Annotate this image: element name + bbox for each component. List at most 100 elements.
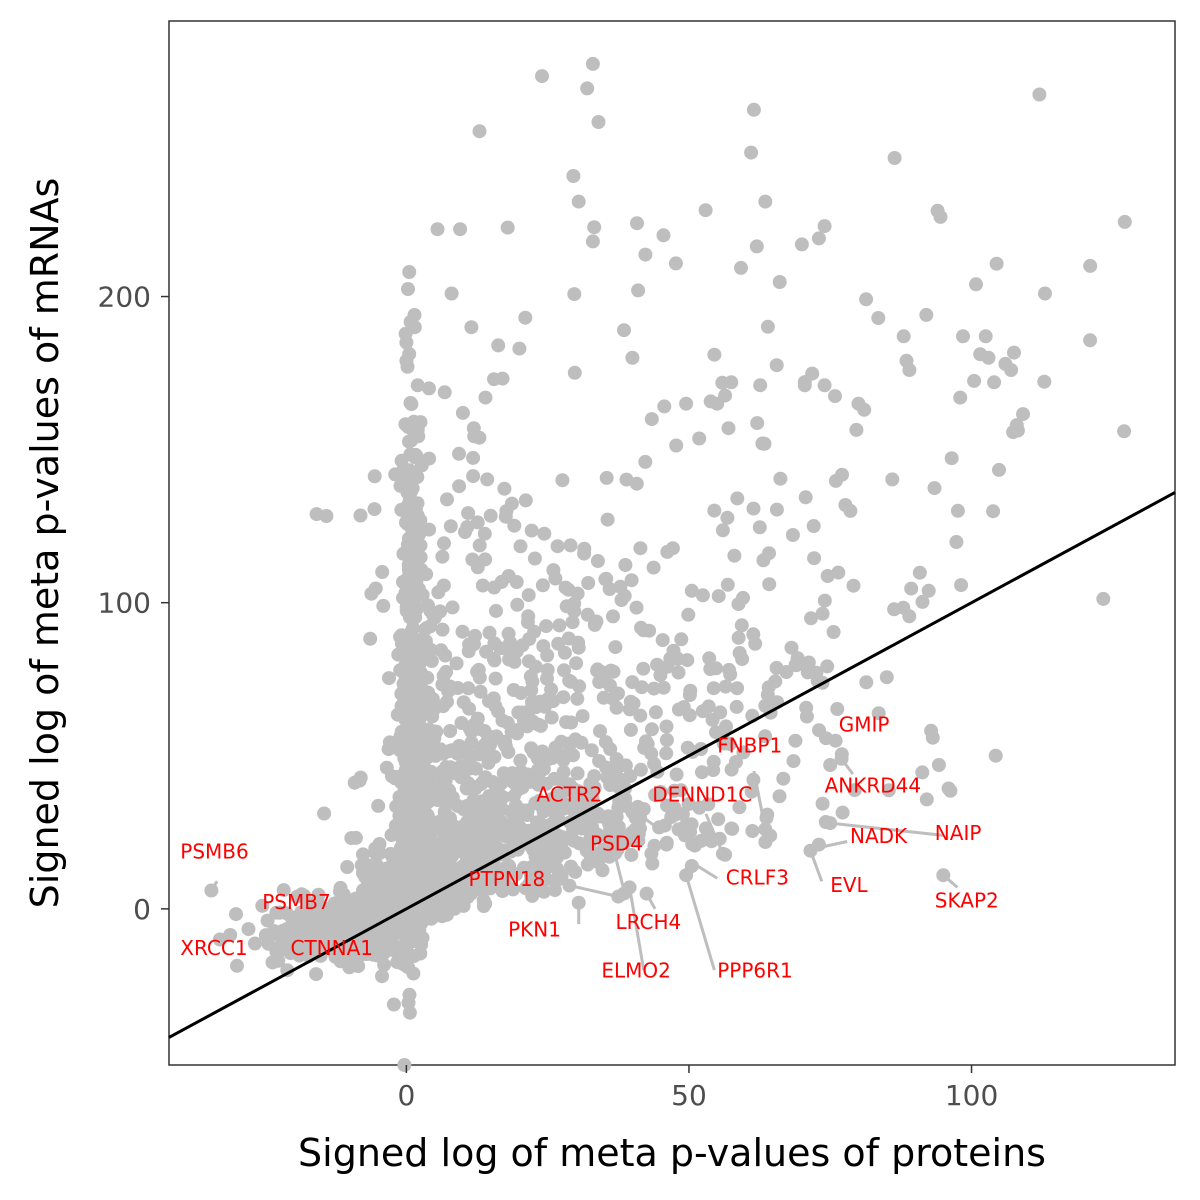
data-point [701, 797, 716, 812]
data-point [406, 949, 421, 964]
data-point [721, 421, 736, 436]
data-point [820, 659, 835, 674]
data-point [455, 624, 470, 639]
data-point [1038, 286, 1052, 301]
data-point [567, 596, 582, 611]
data-point [758, 835, 773, 849]
data-point [682, 708, 697, 723]
data-point [745, 824, 760, 838]
data-point [317, 806, 332, 821]
data-point [270, 926, 285, 941]
data-point [494, 574, 509, 589]
data-point [346, 950, 361, 964]
data-point [461, 681, 476, 696]
data-point [487, 653, 502, 668]
data-point [618, 558, 633, 572]
data-point [623, 722, 638, 737]
data-point [524, 523, 539, 538]
data-point [575, 709, 590, 724]
data-point [871, 311, 886, 325]
connector-line [628, 887, 646, 971]
data-point [769, 358, 784, 373]
data-point [788, 733, 803, 748]
data-point [407, 669, 422, 684]
data-point [494, 776, 509, 791]
data-point [521, 609, 536, 624]
label-connectors [210, 757, 959, 971]
data-point [439, 664, 454, 679]
data-point [949, 535, 964, 549]
connector-line [564, 882, 619, 899]
data-point [544, 710, 559, 725]
data-point [603, 820, 618, 835]
data-point [424, 764, 439, 779]
data-point [660, 544, 675, 559]
data-point [404, 712, 419, 727]
data-point [371, 865, 386, 880]
data-point [758, 194, 773, 209]
data-point [710, 396, 725, 411]
data-point [652, 820, 667, 835]
data-point [835, 467, 849, 482]
data-point [452, 446, 466, 461]
data-point [354, 858, 369, 873]
gene-label: DENND1C [652, 783, 752, 807]
data-point [540, 663, 555, 677]
data-point [415, 588, 430, 602]
data-point [831, 565, 846, 580]
data-point [772, 789, 787, 804]
data-point [986, 504, 1001, 519]
data-point [461, 506, 476, 521]
data-point [762, 577, 777, 592]
data-point [435, 851, 450, 866]
data-point [555, 473, 570, 488]
data-point [603, 678, 617, 693]
data-point [760, 687, 775, 702]
data-point [561, 631, 576, 646]
data-point [921, 583, 936, 598]
data-point [835, 805, 850, 820]
regression-line [168, 491, 1176, 1039]
data-point [722, 737, 737, 752]
data-point [773, 471, 788, 486]
data-point [576, 788, 591, 802]
data-point [912, 565, 927, 580]
data-point [399, 335, 414, 350]
data-point [392, 808, 407, 823]
data-point [786, 754, 801, 769]
data-point [585, 234, 600, 249]
data-point [730, 491, 745, 506]
data-point [919, 792, 934, 807]
data-point [410, 470, 425, 484]
data-point [404, 433, 419, 448]
data-point [784, 640, 799, 655]
data-point [670, 651, 685, 666]
data-point [1037, 374, 1052, 389]
gene-label: SKAP2 [935, 888, 999, 912]
data-point [587, 769, 602, 784]
y-tick-label: 0 [133, 893, 151, 926]
data-point [502, 652, 517, 667]
data-point [513, 753, 528, 768]
data-point [294, 933, 309, 948]
data-point [506, 775, 521, 790]
data-point [587, 617, 602, 632]
data-point [427, 839, 442, 854]
data-point [624, 847, 639, 862]
data-point [566, 169, 581, 183]
data-point [483, 508, 498, 523]
data-point [430, 783, 445, 798]
data-point [683, 683, 698, 698]
data-point [720, 577, 735, 592]
data-point [715, 523, 730, 538]
data-point [648, 705, 663, 720]
data-point [229, 907, 243, 922]
data-point [902, 609, 917, 624]
data-point [461, 644, 476, 659]
data-point [408, 549, 423, 564]
data-point [377, 957, 392, 972]
data-point [804, 611, 818, 626]
data-point [638, 454, 653, 469]
highlighted-point [204, 883, 219, 898]
data-point [659, 733, 674, 747]
